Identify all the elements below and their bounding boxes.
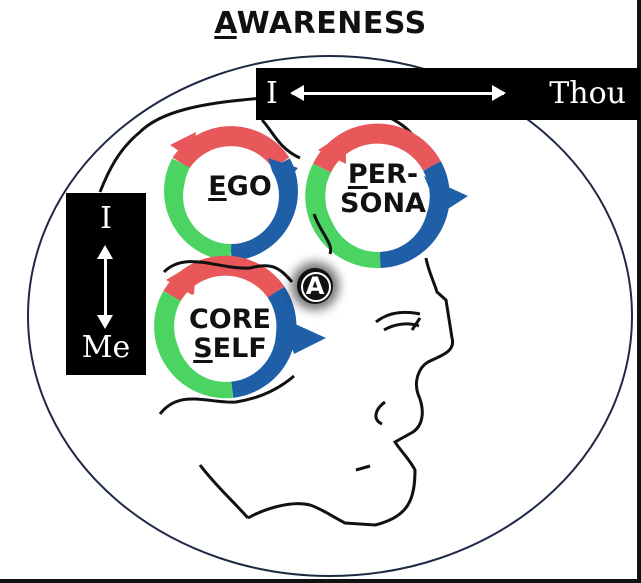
core-self-line-1: CORE (188, 304, 271, 335)
ego-label: EGO (190, 172, 290, 201)
jaw-line (198, 464, 250, 519)
i-me-label: I Me (66, 193, 146, 375)
title-first-letter: A (214, 6, 237, 41)
diagram-title: AWARENESS (0, 6, 641, 41)
core-self-label: CORE SELF (170, 305, 290, 363)
double-arrow-vertical-icon (97, 245, 113, 329)
title-rest: WARENESS (236, 6, 427, 41)
ego-first-letter: E (208, 171, 227, 202)
eye-corner (410, 317, 422, 331)
i-thou-right-text: Thou (549, 76, 626, 111)
awareness-marker-text: A (305, 272, 325, 300)
i-me-bottom-text: Me (81, 330, 131, 365)
awareness-circle (27, 55, 633, 577)
brain-fold-line (260, 118, 301, 160)
brain-fold-line (162, 260, 294, 283)
brain-fold-line (158, 374, 295, 415)
persona-label: PER- SONA (318, 160, 448, 218)
persona-first-letter: P (347, 159, 368, 190)
frame-border-bottom (0, 579, 641, 583)
nostril-line (374, 400, 386, 426)
persona-cycle (305, 123, 468, 269)
self-rest: ELF (212, 333, 267, 365)
i-thou-left-text: I (266, 76, 278, 111)
persona-line-1: PER- (318, 160, 448, 189)
i-me-top-text: I (100, 201, 112, 236)
i-thou-label: I Thou (256, 68, 640, 120)
self-first-letter: S (193, 333, 213, 365)
frame-border-right (637, 0, 641, 583)
ego-rest: GO (226, 171, 272, 202)
ego-cycle (164, 126, 298, 261)
persona-line-2: SONA (340, 188, 426, 220)
face-profile-outline (247, 257, 455, 527)
core-self-line-2: SELF (170, 334, 290, 363)
double-arrow-horizontal-icon (290, 85, 506, 101)
mouth-line (355, 464, 371, 472)
brain-fold-line (312, 213, 333, 255)
awareness-marker-icon: A (297, 268, 333, 304)
persona-line-1-rest: ER- (367, 159, 419, 190)
